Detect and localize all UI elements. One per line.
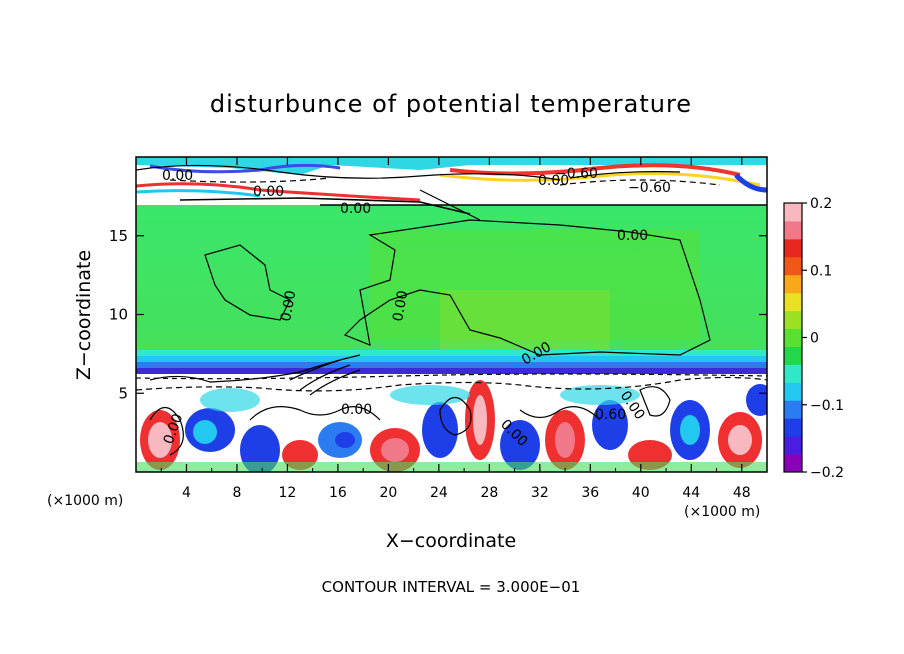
x-tick-label: 28 xyxy=(480,485,498,501)
contour-label: −0.60 xyxy=(628,180,671,196)
colorbar-tick-label: −0.2 xyxy=(810,465,844,481)
x-tick-label: 12 xyxy=(279,485,297,501)
contour-label: 0.00 xyxy=(538,173,569,189)
contour-label: 0.00 xyxy=(162,168,193,184)
x-tick-label: 32 xyxy=(531,485,549,501)
colorbar-tick-label: −0.1 xyxy=(810,398,844,414)
colorbar-swatch xyxy=(784,346,802,365)
y-tick-label: 10 xyxy=(109,306,128,324)
colorbar-swatch xyxy=(784,382,802,401)
colorbar-swatch xyxy=(784,328,802,347)
x-tick-label: 44 xyxy=(682,485,700,501)
colorbar-swatch xyxy=(784,400,802,419)
colorbar-swatch xyxy=(784,364,802,383)
y-axis: 5 10 15 xyxy=(109,227,767,402)
colorbar-swatch xyxy=(784,436,802,455)
colorbar-swatch xyxy=(784,256,802,276)
y-axis-label: Z−coordinate xyxy=(73,250,95,380)
turbulence-blobs xyxy=(136,380,767,472)
x-tick-label: 48 xyxy=(733,485,751,501)
contour-label: 0.00 xyxy=(617,228,648,244)
colorbar-swatch xyxy=(784,292,802,312)
colorbar-swatch xyxy=(784,310,802,330)
plot-area: 0.00 0.00 0.00 0.00 0.00 0.00 0.00 0.00 … xyxy=(136,157,767,472)
x-tick-label: 8 xyxy=(232,485,241,501)
colorbar-tick-label: 0.1 xyxy=(810,263,832,279)
colorbar-swatch xyxy=(784,220,802,240)
x-tick-label: 4 xyxy=(182,485,191,501)
contour-label: −0.60 xyxy=(555,166,598,182)
colorbar-swatch xyxy=(784,274,802,294)
x-axis-label: X−coordinate xyxy=(386,530,516,552)
x-axis: 4 8 12 16 20 24 28 32 36 40 44 48 xyxy=(160,157,751,501)
y-tick-label: 15 xyxy=(109,227,128,245)
colorbar-swatch xyxy=(784,203,802,222)
x-tick-label: 20 xyxy=(379,485,397,501)
contour-label: 0.00 xyxy=(390,289,411,322)
colorbar-swatch xyxy=(784,454,802,473)
x-axis-unit-left: (×1000 m) xyxy=(47,493,123,509)
x-tick-label: 36 xyxy=(581,485,599,501)
colorbar-swatch xyxy=(784,418,802,437)
colorbar-tick-label: 0.2 xyxy=(810,196,832,212)
contour-label: 0.60 xyxy=(595,407,626,423)
x-tick-label: 16 xyxy=(329,485,347,501)
contour-interval-note: CONTOUR INTERVAL = 3.000E−01 xyxy=(322,578,581,596)
colorbar-swatch xyxy=(784,238,802,258)
chart-title: disturbunce of potential temperature xyxy=(210,90,692,118)
colorbar-ticks: 0.2 0.1 0 −0.1 −0.2 xyxy=(802,196,844,481)
contour-label: 0.00 xyxy=(253,184,284,200)
y-tick-label: 5 xyxy=(118,384,128,402)
x-axis-unit-right: (×1000 m) xyxy=(684,504,760,520)
colorbar xyxy=(783,202,803,473)
x-tick-label: 40 xyxy=(632,485,650,501)
contour-label: 0.00 xyxy=(340,201,371,217)
contour-label: 0.00 xyxy=(341,402,372,418)
x-tick-label: 24 xyxy=(430,485,448,501)
colorbar-tick-label: 0 xyxy=(810,331,819,347)
contour-label: 0.00 xyxy=(278,289,299,322)
contour-lines xyxy=(136,164,767,456)
